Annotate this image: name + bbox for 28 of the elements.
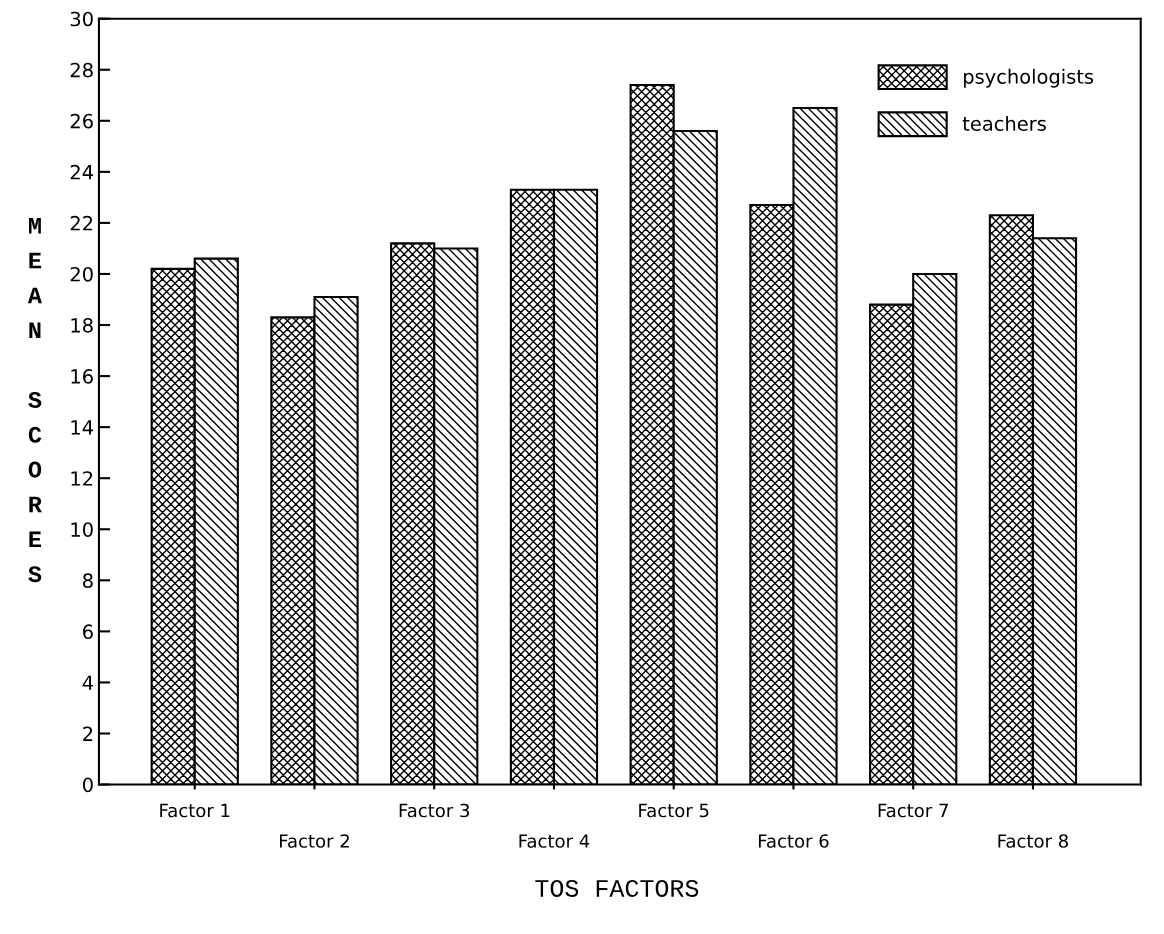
x-tick-label: Factor 4 bbox=[519, 834, 590, 848]
x-tick-label: Factor 6 bbox=[758, 834, 829, 848]
y-tick-label: 28 bbox=[70, 62, 93, 78]
text: MEAN SCORES bbox=[27, 217, 43, 583]
y-tick-label: 18 bbox=[71, 317, 93, 333]
y-tick-label: 16 bbox=[71, 369, 93, 384]
x-tick-label: Factor 8 bbox=[998, 834, 1068, 848]
y-tick-label: 8 bbox=[83, 573, 93, 588]
legend-label: psychologists bbox=[964, 68, 1094, 88]
y-tick-label: 4 bbox=[82, 675, 93, 690]
y-tick-label: 0 bbox=[82, 777, 93, 793]
x-tick-label: Factor 2 bbox=[280, 834, 349, 848]
x-tick-label: Factor 3 bbox=[399, 803, 470, 818]
y-tick-label: 26 bbox=[70, 113, 93, 129]
x-tick-label: Factor 7 bbox=[878, 803, 948, 818]
x-tick-label: Factor 1 bbox=[160, 803, 230, 818]
x-axis-title: TOS FACTORS bbox=[535, 879, 699, 897]
y-tick-label: 30 bbox=[70, 11, 93, 27]
y-tick-label: 2 bbox=[83, 726, 93, 741]
y-tick-label: 6 bbox=[83, 624, 93, 640]
y-tick-label: 22 bbox=[70, 215, 93, 231]
legend-label: teachers bbox=[962, 115, 1046, 131]
x-tick-label: Factor 5 bbox=[639, 803, 709, 818]
y-tick-label: 12 bbox=[71, 471, 93, 486]
y-tick-label: 24 bbox=[70, 164, 93, 180]
y-tick-label: 14 bbox=[71, 420, 93, 435]
y-tick-label: 20 bbox=[70, 266, 93, 282]
y-tick-label: 10 bbox=[71, 522, 93, 537]
